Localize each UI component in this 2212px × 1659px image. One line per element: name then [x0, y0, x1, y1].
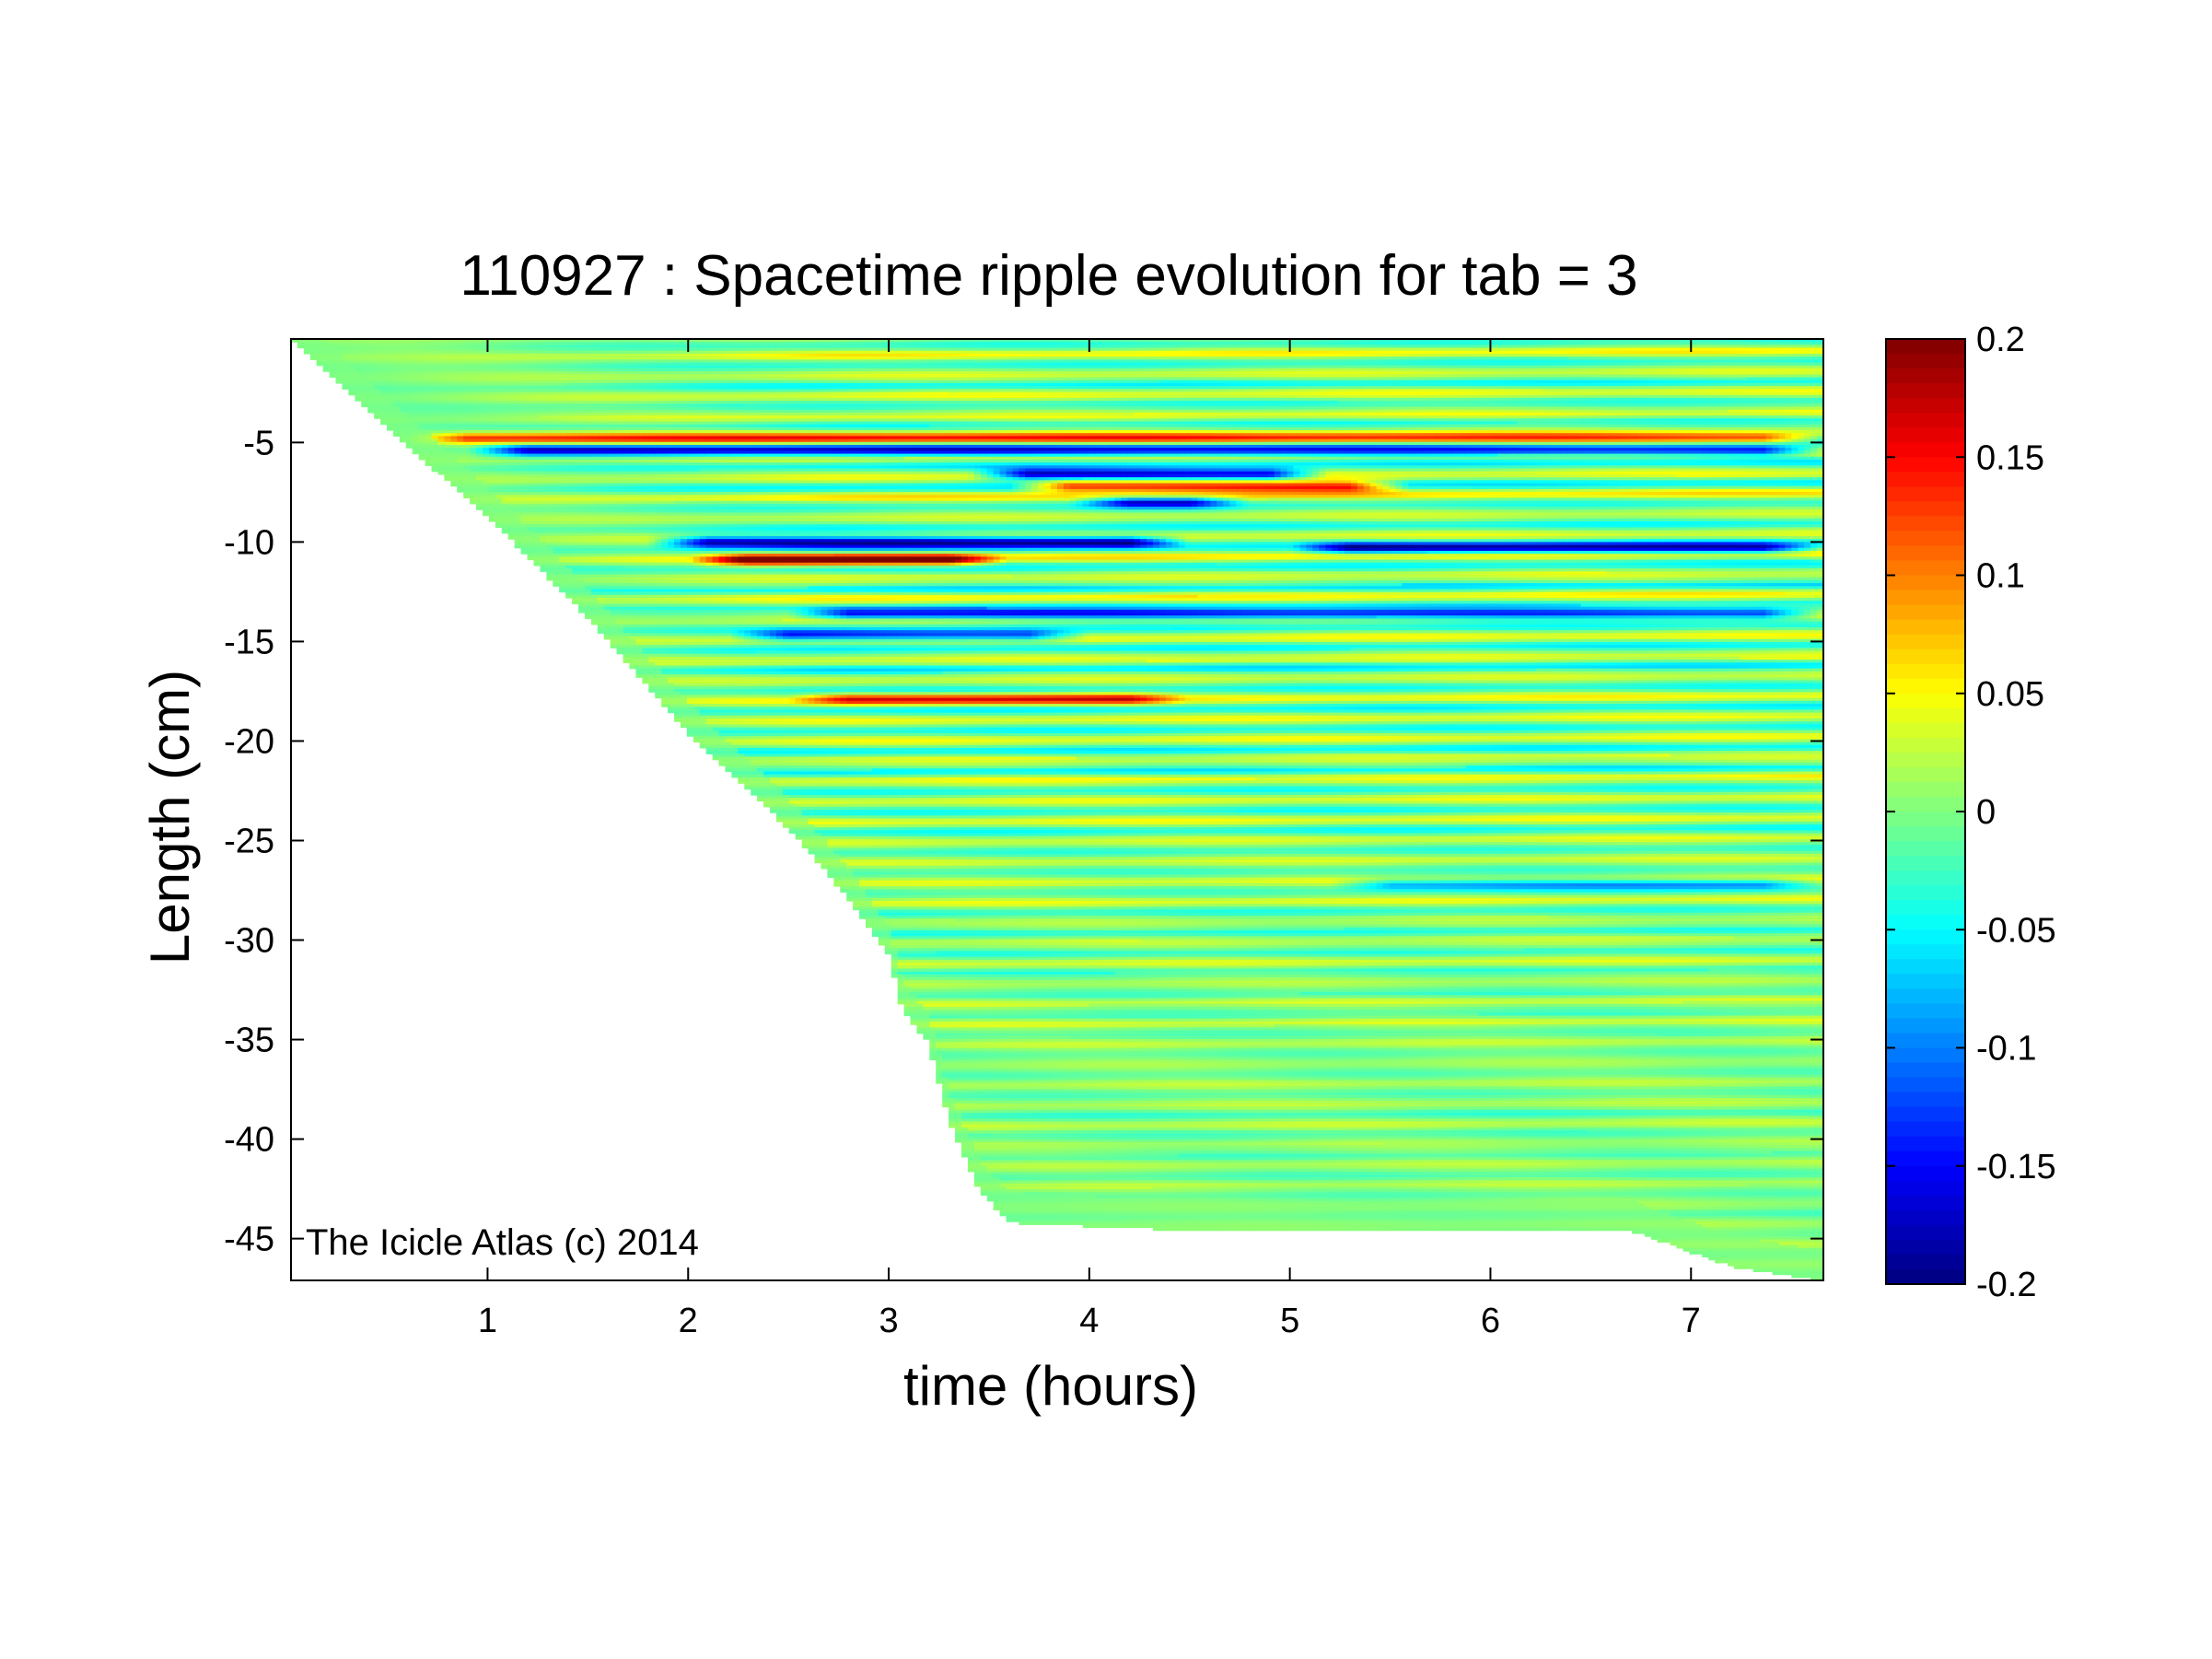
colorbar-cell: [1886, 1018, 1965, 1034]
colorbar-cell: [1886, 723, 1965, 739]
colorbar-cell: [1886, 870, 1965, 886]
y-tick-label: -25: [224, 822, 274, 860]
colorbar-cell: [1886, 974, 1965, 989]
colorbar-cell: [1886, 1225, 1965, 1241]
colorbar-cell: [1886, 1166, 1965, 1182]
colorbar-tick-label: 0.2: [1976, 321, 2025, 359]
x-axis-label: time (hours): [903, 1355, 1198, 1417]
colorbar-tick-label: -0.15: [1976, 1148, 2056, 1186]
colorbar-cell: [1886, 664, 1965, 680]
colorbar-cell: [1886, 457, 1965, 473]
x-tick-label: 3: [879, 1302, 898, 1340]
colorbar-tick-label: 0.1: [1976, 557, 2025, 596]
colorbar-cell: [1886, 929, 1965, 945]
colorbar-cell: [1886, 900, 1965, 916]
y-tick-label: -20: [224, 722, 274, 761]
colorbar-cell: [1886, 944, 1965, 960]
x-tick-label: 4: [1079, 1302, 1099, 1340]
colorbar-cell: [1886, 1240, 1965, 1256]
colorbar: 0.2 0.15 0.1 0.05 0 -0.05 -0.1 -0.15 -0.2: [1886, 321, 2056, 1304]
y-axis-label: Length (cm): [139, 670, 201, 964]
colorbar-tick-label: -0.1: [1976, 1030, 2036, 1069]
colorbar-gradient: [1886, 339, 1965, 1285]
colorbar-cell: [1886, 1255, 1965, 1270]
colorbar-cell: [1886, 576, 1965, 591]
colorbar-cell: [1886, 516, 1965, 532]
colorbar-cell: [1886, 427, 1965, 443]
colorbar-cell: [1886, 368, 1965, 384]
colorbar-cell: [1886, 988, 1965, 1004]
colorbar-cell: [1886, 856, 1965, 871]
colorbar-cell: [1886, 738, 1965, 754]
colorbar-tick-label: -0.2: [1976, 1266, 2036, 1304]
colorbar-cell: [1886, 649, 1965, 665]
colorbar-cell: [1886, 560, 1965, 576]
y-tick-label: -45: [224, 1221, 274, 1259]
colorbar-cell: [1886, 1092, 1965, 1108]
colorbar-tick-label: 0.05: [1976, 675, 2044, 714]
colorbar-cell: [1886, 679, 1965, 695]
colorbar-cell: [1886, 1107, 1965, 1123]
colorbar-cell: [1886, 959, 1965, 975]
y-tick-label: -5: [243, 424, 274, 462]
x-tick-label: 5: [1280, 1302, 1299, 1340]
colorbar-tick-label: 0: [1976, 793, 1996, 832]
colorbar-cell: [1886, 782, 1965, 798]
colorbar-cell: [1886, 915, 1965, 930]
colorbar-cell: [1886, 339, 1965, 355]
colorbar-cell: [1886, 545, 1965, 561]
colorbar-cell: [1886, 812, 1965, 827]
y-tick-label: -10: [224, 523, 274, 562]
colorbar-cell: [1886, 753, 1965, 768]
colorbar-cell: [1886, 1122, 1965, 1138]
colorbar-cell: [1886, 1033, 1965, 1048]
colorbar-cell: [1886, 1063, 1965, 1079]
x-tick-label: 2: [679, 1302, 698, 1340]
y-tick-label: -30: [224, 922, 274, 961]
colorbar-cell: [1886, 398, 1965, 414]
x-tick-label: 7: [1682, 1302, 1701, 1340]
colorbar-cell: [1886, 354, 1965, 369]
colorbar-cell: [1886, 472, 1965, 487]
colorbar-tick-label: 0.15: [1976, 438, 2044, 477]
colorbar-cell: [1886, 605, 1965, 621]
copyright-annotation: The Icicle Atlas (c) 2014: [306, 1222, 699, 1263]
colorbar-cell: [1886, 885, 1965, 901]
colorbar-cell: [1886, 1003, 1965, 1019]
colorbar-cell: [1886, 413, 1965, 428]
colorbar-cell: [1886, 486, 1965, 502]
colorbar-tick-label: -0.05: [1976, 911, 2056, 950]
colorbar-cell: [1886, 1210, 1965, 1226]
x-tick-label: 6: [1481, 1302, 1500, 1340]
colorbar-cell: [1886, 590, 1965, 606]
colorbar-cell: [1886, 1137, 1965, 1152]
colorbar-cell: [1886, 531, 1965, 546]
colorbar-cell: [1886, 797, 1965, 812]
y-tick-label: -35: [224, 1022, 274, 1060]
colorbar-cell: [1886, 1078, 1965, 1093]
y-tick-label: -40: [224, 1121, 274, 1160]
colorbar-cell: [1886, 1151, 1965, 1167]
colorbar-cell: [1886, 1181, 1965, 1197]
colorbar-cell: [1886, 501, 1965, 517]
chart-title: 110927 : Spacetime ripple evolution for …: [460, 244, 1637, 308]
colorbar-cell: [1886, 635, 1965, 650]
colorbar-cell: [1886, 383, 1965, 399]
colorbar-cell: [1886, 841, 1965, 857]
y-tick-label: -15: [224, 623, 274, 661]
plot-area: 1 2 3 4 5 6 7 -45 -40 -35 -30 -25 -20 -15 -10 -5: [224, 339, 1824, 1340]
colorbar-cell: [1886, 767, 1965, 783]
colorbar-cell: [1886, 620, 1965, 636]
colorbar-cell: [1886, 694, 1965, 709]
x-tick-label: 1: [478, 1302, 497, 1340]
colorbar-cell: [1886, 1269, 1965, 1285]
colorbar-cell: [1886, 442, 1965, 458]
colorbar-cell: [1886, 1048, 1965, 1064]
colorbar-cell: [1886, 1196, 1965, 1211]
colorbar-cell: [1886, 708, 1965, 724]
colorbar-cell: [1886, 826, 1965, 842]
